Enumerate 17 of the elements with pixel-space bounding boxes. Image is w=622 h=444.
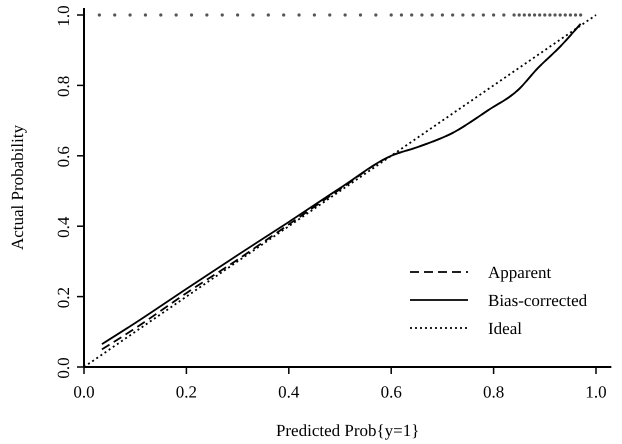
y-axis-title: Actual Probability: [8, 124, 27, 250]
x-tick-label: 1.0: [585, 382, 607, 402]
x-tick-label: 0.6: [380, 382, 402, 402]
y-tick-label: 0.0: [54, 357, 73, 379]
y-tick-label: 0.2: [54, 286, 73, 308]
y-tick-label: 0.6: [54, 146, 73, 168]
x-axis-title: Predicted Prob{y=1}: [276, 421, 420, 440]
x-tick-label: 0.2: [176, 382, 198, 402]
x-tick-label: 0.4: [278, 382, 300, 402]
legend-label: Bias-corrected: [488, 291, 588, 310]
y-tick-label: 1.0: [54, 5, 73, 27]
x-tick-label: 0.0: [73, 382, 95, 402]
y-tick-label: 0.8: [54, 76, 73, 98]
y-tick-label: 0.4: [54, 216, 73, 238]
legend-label: Apparent: [488, 263, 552, 282]
legend-label: Ideal: [488, 319, 522, 338]
x-tick-label: 0.8: [482, 382, 504, 402]
